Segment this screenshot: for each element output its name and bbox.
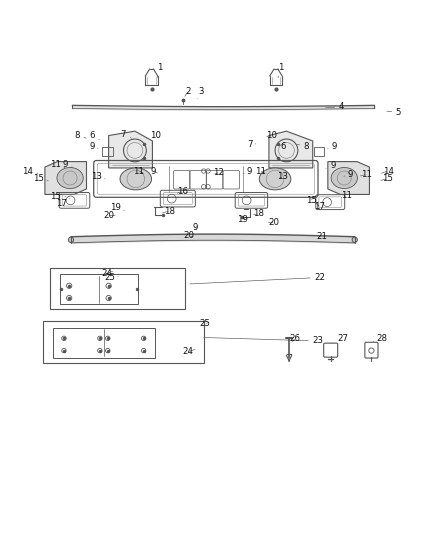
Bar <box>60 274 138 304</box>
Text: 7: 7 <box>247 140 256 149</box>
Bar <box>102 147 113 156</box>
Text: 17: 17 <box>56 199 70 208</box>
Text: 9: 9 <box>193 223 198 231</box>
Polygon shape <box>109 131 152 168</box>
Ellipse shape <box>57 167 83 189</box>
Bar <box>314 147 324 156</box>
Ellipse shape <box>259 168 291 190</box>
Text: 26: 26 <box>290 334 301 343</box>
Text: 21: 21 <box>311 232 327 241</box>
Text: 14: 14 <box>381 166 394 175</box>
Text: 23: 23 <box>204 336 324 345</box>
Polygon shape <box>269 131 313 168</box>
Text: 22: 22 <box>190 273 325 284</box>
Text: 6: 6 <box>276 142 286 150</box>
Text: 12: 12 <box>213 168 225 177</box>
Text: 8: 8 <box>74 131 86 140</box>
Text: 20: 20 <box>184 231 195 240</box>
Text: 9: 9 <box>326 161 336 170</box>
Text: 9: 9 <box>244 166 252 175</box>
Text: 24: 24 <box>183 348 195 357</box>
Text: 10: 10 <box>146 132 162 141</box>
Text: 20: 20 <box>268 218 280 227</box>
Text: 18: 18 <box>162 207 175 216</box>
Text: 8: 8 <box>297 142 309 150</box>
Ellipse shape <box>331 167 357 189</box>
Text: 2: 2 <box>185 87 191 96</box>
Text: 15: 15 <box>33 174 48 183</box>
Text: 1: 1 <box>278 63 283 78</box>
Text: 6: 6 <box>89 132 99 141</box>
Text: 19: 19 <box>237 215 248 224</box>
Bar <box>53 328 155 358</box>
Text: 24: 24 <box>101 269 113 278</box>
Text: 25: 25 <box>104 273 118 282</box>
Text: 5: 5 <box>387 108 401 117</box>
Text: 9: 9 <box>62 160 72 169</box>
Text: 15: 15 <box>306 196 318 205</box>
Text: 11: 11 <box>50 160 65 169</box>
Text: 18: 18 <box>253 209 264 219</box>
Text: 14: 14 <box>21 166 38 175</box>
Text: 13: 13 <box>91 172 105 181</box>
Text: 19: 19 <box>110 203 124 212</box>
Text: 9: 9 <box>328 142 336 151</box>
Circle shape <box>68 237 74 243</box>
Text: 11: 11 <box>254 166 266 175</box>
Text: 7: 7 <box>121 130 131 139</box>
Text: 10: 10 <box>266 131 277 140</box>
Text: 9: 9 <box>89 142 98 150</box>
Bar <box>43 321 204 363</box>
Text: 3: 3 <box>197 87 204 99</box>
Bar <box>50 268 185 310</box>
Text: 11: 11 <box>133 166 144 175</box>
Text: 15: 15 <box>49 192 66 201</box>
Text: 11: 11 <box>340 191 352 200</box>
Text: 20: 20 <box>103 211 115 220</box>
Text: 9: 9 <box>151 166 157 175</box>
Polygon shape <box>45 161 87 195</box>
Text: 4: 4 <box>325 102 344 111</box>
Text: 28: 28 <box>373 334 388 343</box>
Text: 27: 27 <box>333 334 348 343</box>
Circle shape <box>352 237 357 243</box>
Text: 15: 15 <box>381 174 393 183</box>
Text: 16: 16 <box>177 187 188 196</box>
Text: 9: 9 <box>344 170 353 179</box>
Text: 17: 17 <box>314 203 325 212</box>
Polygon shape <box>328 161 370 195</box>
Text: 13: 13 <box>277 172 289 181</box>
Text: 25: 25 <box>199 319 211 328</box>
Text: 1: 1 <box>157 63 162 78</box>
Ellipse shape <box>120 168 152 190</box>
Text: 11: 11 <box>360 170 372 179</box>
